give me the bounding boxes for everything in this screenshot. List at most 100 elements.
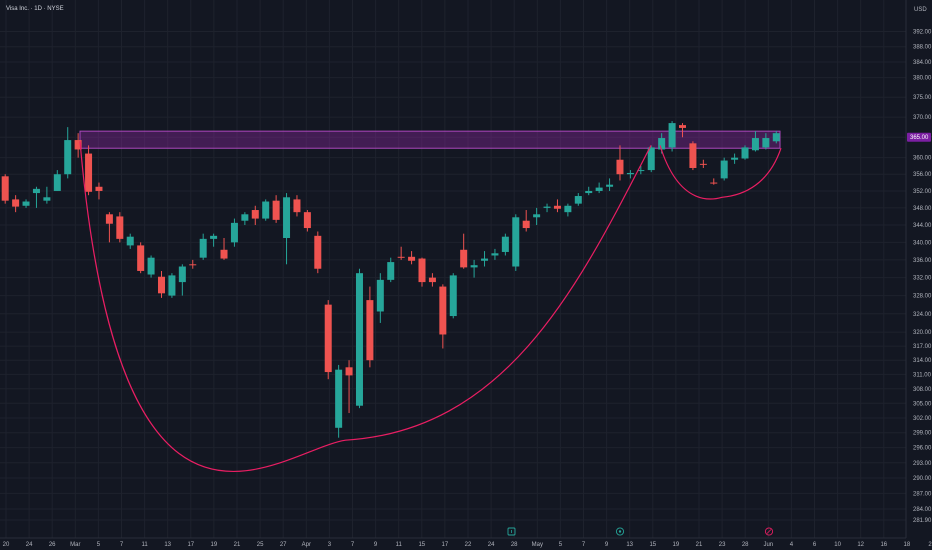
candle[interactable] bbox=[178, 264, 186, 296]
candle[interactable] bbox=[710, 178, 718, 185]
candle[interactable] bbox=[220, 238, 228, 260]
candle[interactable] bbox=[1, 174, 9, 204]
candle[interactable] bbox=[751, 131, 759, 152]
candle[interactable] bbox=[574, 193, 582, 206]
split-marker-icon[interactable] bbox=[764, 527, 774, 536]
candle[interactable] bbox=[32, 186, 40, 208]
candle[interactable] bbox=[262, 199, 270, 221]
candle[interactable] bbox=[731, 153, 739, 164]
time-tick-label: 26 bbox=[49, 542, 56, 548]
candle[interactable] bbox=[699, 159, 707, 168]
candle[interactable] bbox=[553, 199, 561, 213]
candle[interactable] bbox=[762, 133, 770, 150]
candle[interactable] bbox=[210, 233, 218, 247]
candle[interactable] bbox=[303, 210, 311, 232]
candle[interactable] bbox=[387, 257, 395, 283]
candle[interactable] bbox=[324, 300, 332, 380]
candle[interactable] bbox=[512, 214, 520, 271]
candle[interactable] bbox=[772, 131, 780, 144]
candle[interactable] bbox=[53, 170, 61, 191]
candle[interactable] bbox=[522, 210, 530, 232]
candle[interactable] bbox=[616, 145, 624, 181]
candle[interactable] bbox=[74, 133, 82, 158]
candle-body-up bbox=[741, 147, 749, 159]
candle[interactable] bbox=[230, 218, 238, 247]
candle[interactable] bbox=[460, 233, 468, 269]
candle[interactable] bbox=[105, 212, 113, 243]
price-tick-label: 332.00 bbox=[913, 276, 932, 282]
candle[interactable] bbox=[376, 273, 384, 323]
candle[interactable] bbox=[668, 121, 676, 152]
candle[interactable] bbox=[251, 205, 259, 226]
cup-arc[interactable] bbox=[79, 141, 652, 472]
candle[interactable] bbox=[470, 259, 478, 278]
candle[interactable] bbox=[585, 186, 593, 196]
candle[interactable] bbox=[64, 127, 72, 179]
candle-body-up bbox=[491, 253, 499, 256]
candle[interactable] bbox=[481, 251, 489, 267]
candle-body-up bbox=[658, 138, 666, 150]
time-tick-label: 4 bbox=[790, 542, 794, 548]
candle[interactable] bbox=[679, 123, 686, 138]
price-tick-label: 336.00 bbox=[913, 258, 932, 264]
candle-body-down bbox=[699, 163, 707, 165]
candle[interactable] bbox=[137, 242, 145, 274]
candle[interactable] bbox=[345, 360, 353, 414]
candle[interactable] bbox=[12, 195, 20, 213]
candle[interactable] bbox=[22, 199, 30, 208]
candle[interactable] bbox=[543, 203, 551, 213]
candle[interactable] bbox=[116, 212, 124, 243]
candle[interactable] bbox=[335, 364, 343, 438]
candle[interactable] bbox=[293, 195, 301, 217]
candle[interactable] bbox=[428, 273, 436, 287]
price-axis[interactable]: 392.00 388.00 384.00 380.00 375.00 370.00 365.… bbox=[913, 30, 932, 524]
price-tick-label: 320.00 bbox=[913, 330, 932, 336]
candle[interactable] bbox=[439, 284, 447, 349]
event-markers[interactable] bbox=[507, 527, 774, 536]
candle[interactable] bbox=[95, 182, 103, 200]
cup-and-handle-arcs bbox=[79, 141, 782, 472]
dividend-marker-icon[interactable] bbox=[615, 527, 625, 536]
candle[interactable] bbox=[147, 255, 155, 278]
candle[interactable] bbox=[533, 207, 541, 226]
candle[interactable] bbox=[626, 170, 634, 179]
candle[interactable] bbox=[720, 157, 728, 181]
candle[interactable] bbox=[189, 259, 197, 269]
candle[interactable] bbox=[449, 273, 457, 319]
candle[interactable] bbox=[408, 251, 416, 265]
candle[interactable] bbox=[366, 286, 374, 368]
candle[interactable] bbox=[418, 257, 426, 287]
resistance-zone-rect[interactable] bbox=[79, 130, 781, 149]
candle-body-up bbox=[533, 214, 541, 218]
candle[interactable] bbox=[501, 233, 509, 256]
candle[interactable] bbox=[637, 165, 645, 175]
candle[interactable] bbox=[491, 248, 499, 260]
handle-arc[interactable] bbox=[659, 145, 782, 200]
candle[interactable] bbox=[199, 233, 207, 260]
candles[interactable] bbox=[1, 121, 780, 438]
candle-body-down bbox=[428, 277, 436, 283]
candle[interactable] bbox=[606, 178, 614, 191]
candle[interactable] bbox=[158, 270, 165, 298]
candle[interactable] bbox=[283, 193, 291, 265]
candle[interactable] bbox=[314, 231, 322, 274]
earnings-marker-icon[interactable] bbox=[507, 527, 516, 536]
candle[interactable] bbox=[168, 273, 176, 298]
candle[interactable] bbox=[741, 145, 749, 160]
candle[interactable] bbox=[647, 145, 655, 173]
candle[interactable] bbox=[397, 246, 405, 260]
candle[interactable] bbox=[564, 203, 572, 217]
candle[interactable] bbox=[43, 186, 51, 204]
candle[interactable] bbox=[595, 182, 603, 194]
candle[interactable] bbox=[689, 141, 697, 171]
candle-body-up bbox=[32, 188, 40, 194]
candle[interactable] bbox=[272, 195, 280, 223]
candle[interactable] bbox=[241, 212, 249, 226]
candle[interactable] bbox=[126, 233, 134, 249]
time-axis[interactable]: 20 24 26 Mar 5 7 11 13 17 19 21 25 27 Apr 3 7 9 11 15 17 22 2… bbox=[3, 542, 932, 548]
candle[interactable] bbox=[85, 145, 93, 196]
time-tick-label: Mar bbox=[70, 542, 80, 548]
candle[interactable] bbox=[355, 268, 363, 409]
price-tick-label: 308.00 bbox=[913, 387, 932, 393]
